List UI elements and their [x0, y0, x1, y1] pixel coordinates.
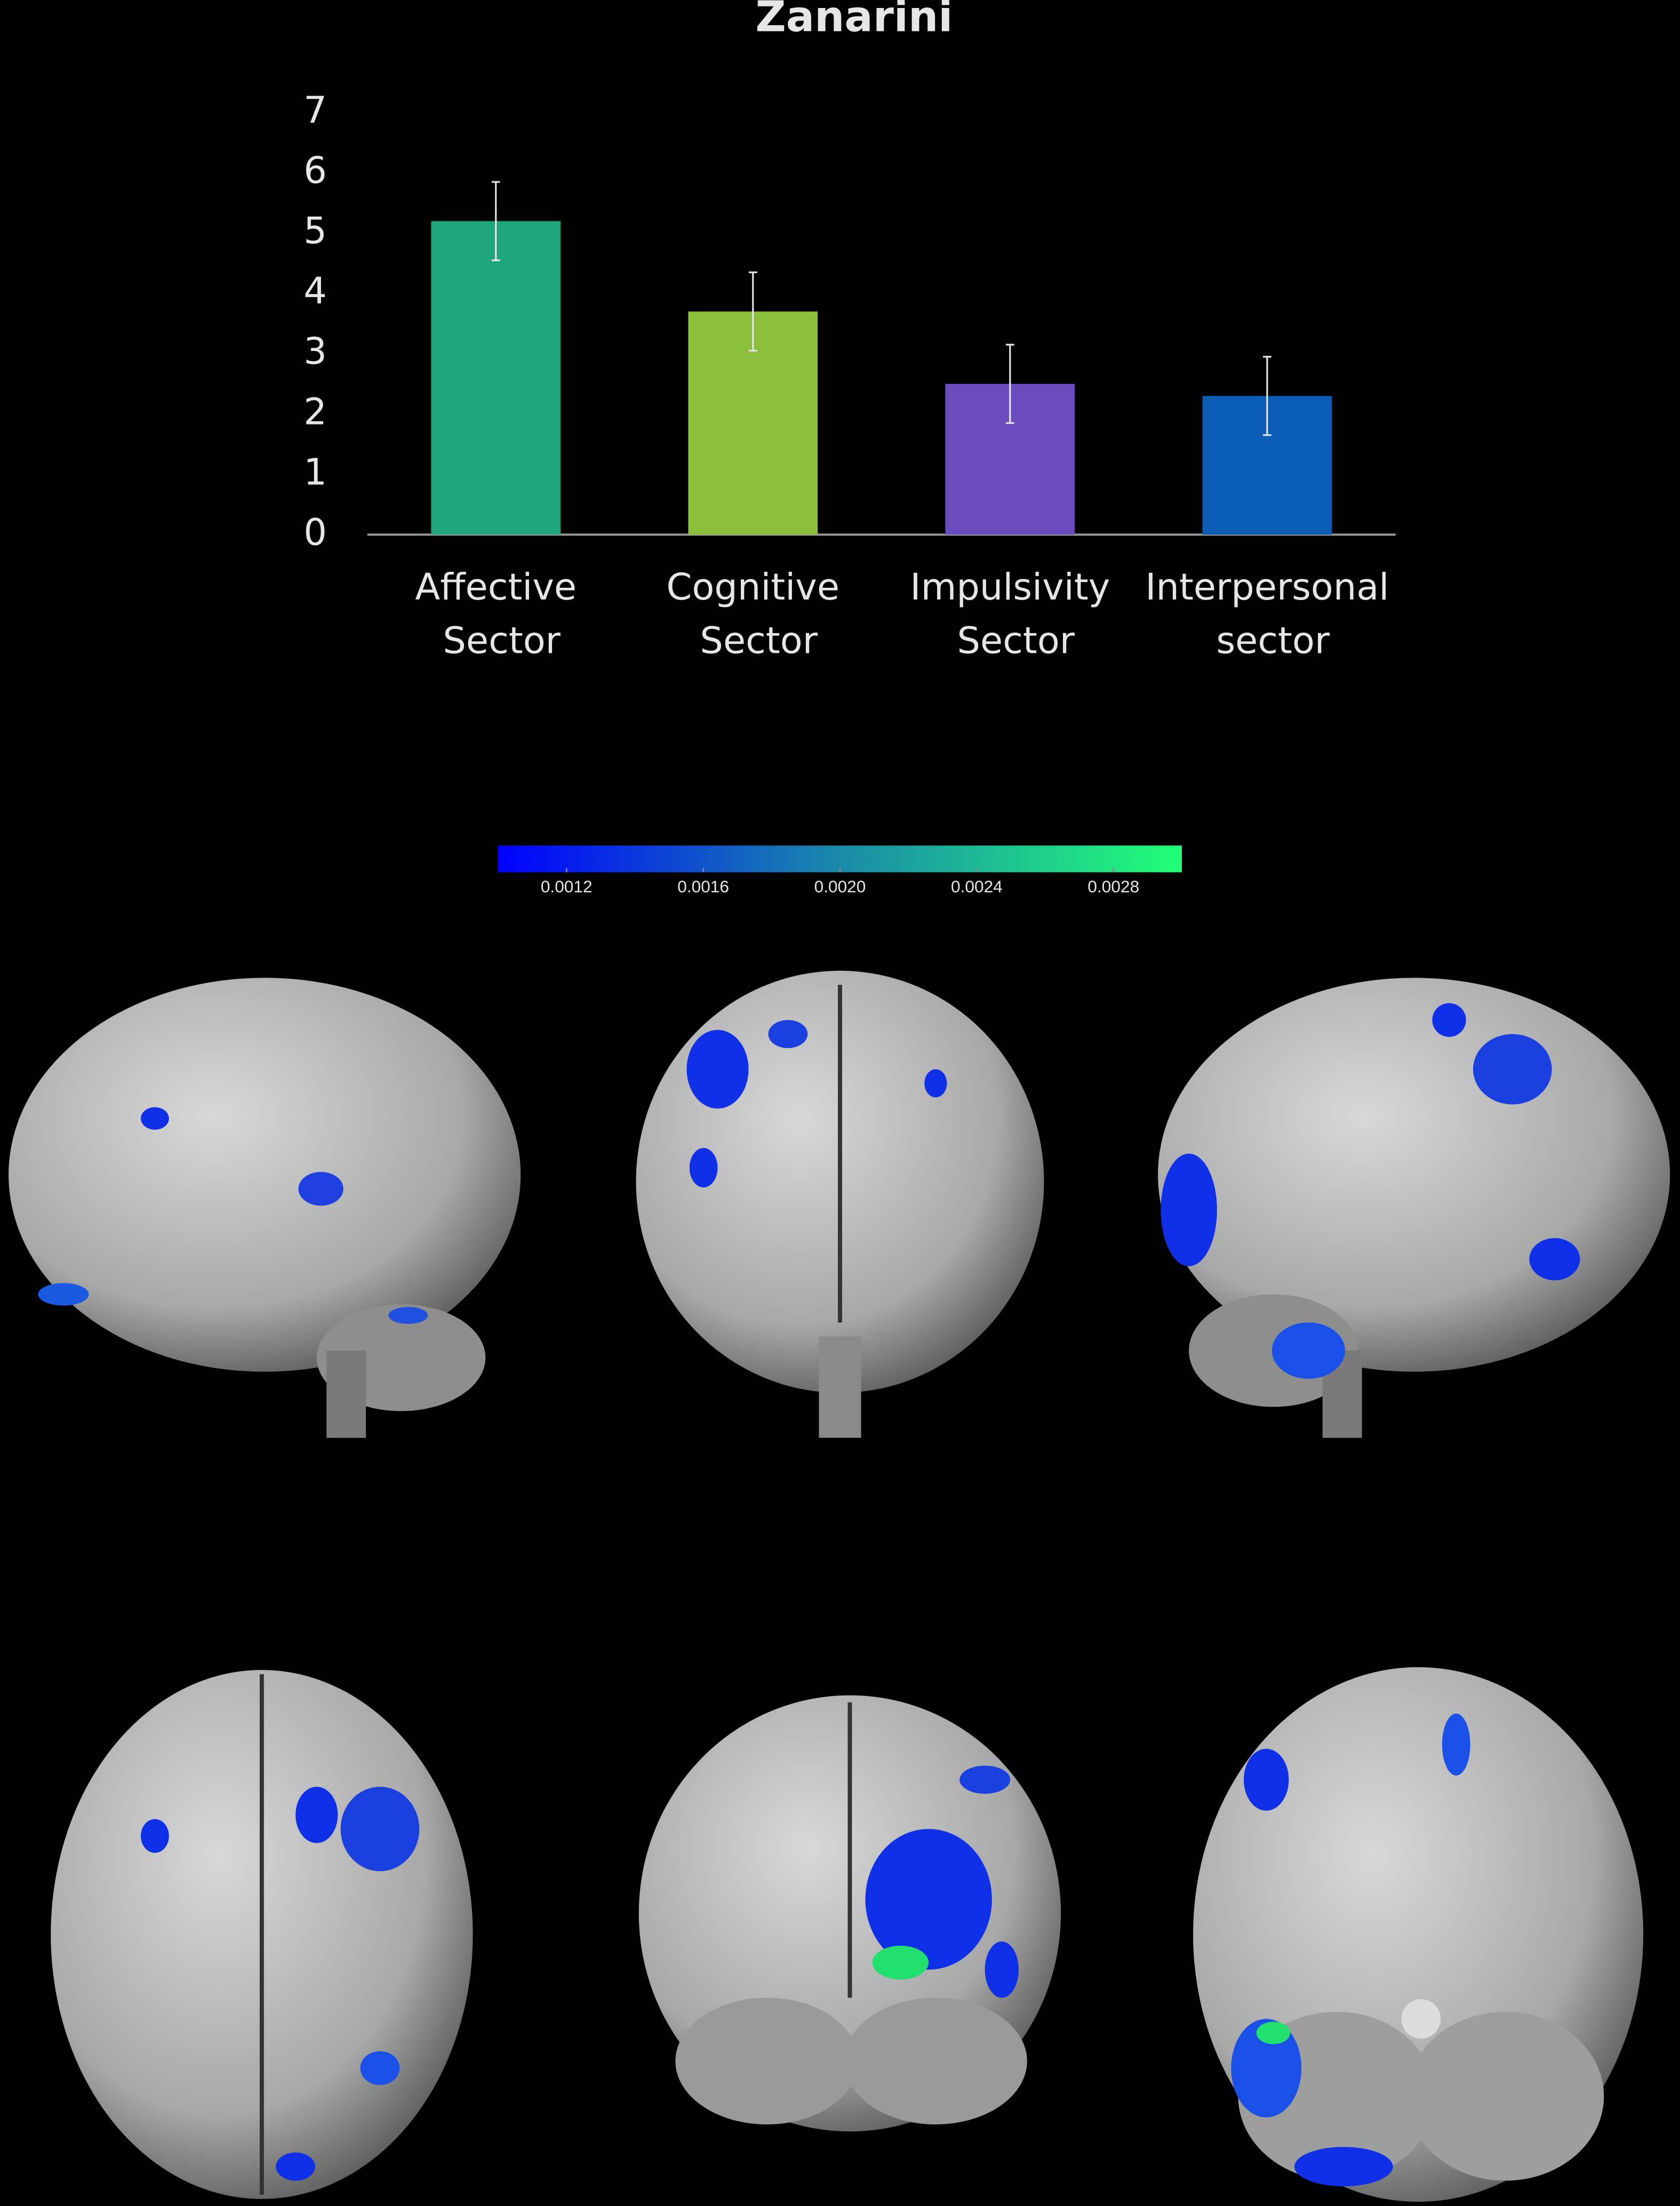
- error-bar: [491, 181, 500, 261]
- bar-chart: 0 1 2 3 4 5 6 7 Affective Sector Cognitive Sector…: [303, 89, 1396, 662]
- y-tick-label: 5: [303, 210, 327, 252]
- error-bar: [1005, 343, 1014, 424]
- brain-back: [638, 1695, 1061, 2132]
- error-bar: [748, 271, 757, 352]
- brain-front: [636, 971, 1044, 1438]
- brain-right: [1158, 978, 1670, 1438]
- y-tick-label: 1: [303, 451, 327, 493]
- y-tick-label: 7: [303, 89, 327, 132]
- colorbar-tick-label: 0.0028: [1087, 877, 1139, 896]
- x-tick-label: Interpersonal sector: [1145, 566, 1389, 662]
- colorbar-tick-label: 0.0016: [677, 877, 729, 896]
- brain-top: [51, 1670, 473, 2199]
- y-tick-label: 6: [303, 149, 327, 192]
- y-tick-label: 0: [303, 511, 327, 554]
- y-tick-label: 3: [303, 330, 327, 373]
- colorbar-tick-label: 0.0020: [814, 877, 866, 896]
- brain-left: [9, 978, 521, 1438]
- colorbar: 0.0012 0.0016 0.0020 0.0024 0.0028: [498, 845, 1182, 896]
- y-tick-label: 2: [303, 390, 327, 433]
- bar: [431, 221, 561, 535]
- error-bar: [1262, 356, 1271, 436]
- x-tick-label: Affective Sector: [415, 566, 577, 662]
- brain-bottom: [1193, 1667, 1644, 2202]
- x-tick-label: Cognitive Sector: [666, 566, 839, 662]
- x-tick-label: Impulsivity Sector: [910, 566, 1110, 662]
- colorbar-tick-label: 0.0024: [951, 877, 1003, 896]
- y-tick-label: 4: [303, 270, 327, 313]
- colorbar-bar: [498, 845, 1182, 873]
- chart-title: Zanarini: [755, 0, 953, 41]
- colorbar-tick-label: 0.0012: [541, 877, 593, 896]
- brain-renderings: [9, 971, 1670, 2202]
